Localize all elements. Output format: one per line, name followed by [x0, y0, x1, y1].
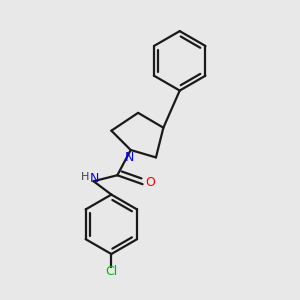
Text: Cl: Cl — [105, 266, 118, 278]
Text: N: N — [90, 172, 99, 185]
Text: O: O — [146, 176, 155, 189]
Text: N: N — [124, 151, 134, 164]
Text: H: H — [81, 172, 89, 182]
